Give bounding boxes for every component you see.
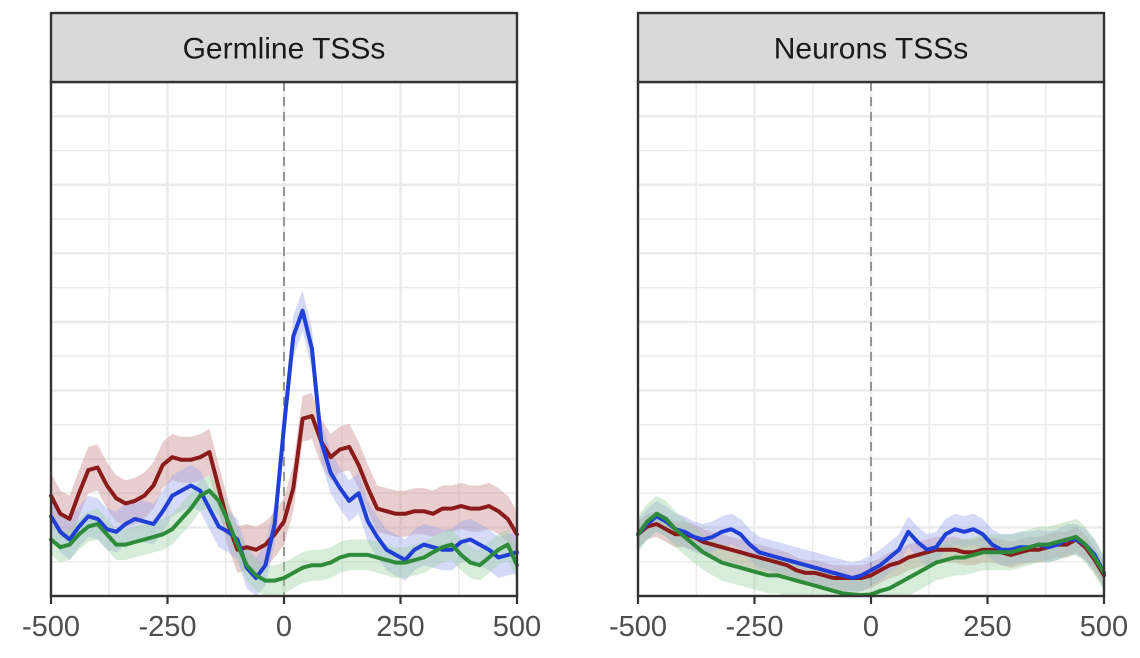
series-line-1 xyxy=(636,522,1106,580)
series-line-1 xyxy=(49,414,519,552)
series-line-3 xyxy=(49,488,519,583)
facet-title: Germline TSSs xyxy=(183,33,386,66)
confidence-band-3 xyxy=(51,475,517,596)
x-tick-label: 0 xyxy=(863,611,879,643)
x-tick-label: 250 xyxy=(376,611,424,643)
x-tick-label: 500 xyxy=(1080,611,1128,643)
x-tick-label: -250 xyxy=(725,611,783,643)
facet-panel-2: Neurons TSSs -500 -250 0 250 500 xyxy=(609,11,1128,643)
x-tick-label: 250 xyxy=(963,611,1011,643)
x-tick-label: -250 xyxy=(138,611,196,643)
facet-strip xyxy=(49,11,519,84)
series-line-3 xyxy=(636,511,1106,597)
x-tick-label: 500 xyxy=(493,611,541,643)
facet-strip xyxy=(636,11,1106,84)
x-tick-label: -500 xyxy=(609,611,667,643)
x-tick-label: 0 xyxy=(276,611,292,643)
facet-panel-1: Germline TSSs -500 -250 0 250 500 xyxy=(22,11,541,643)
confidence-band-1 xyxy=(51,393,517,573)
facet-title: Neurons TSSs xyxy=(774,33,969,66)
x-tick-label: -500 xyxy=(22,611,80,643)
